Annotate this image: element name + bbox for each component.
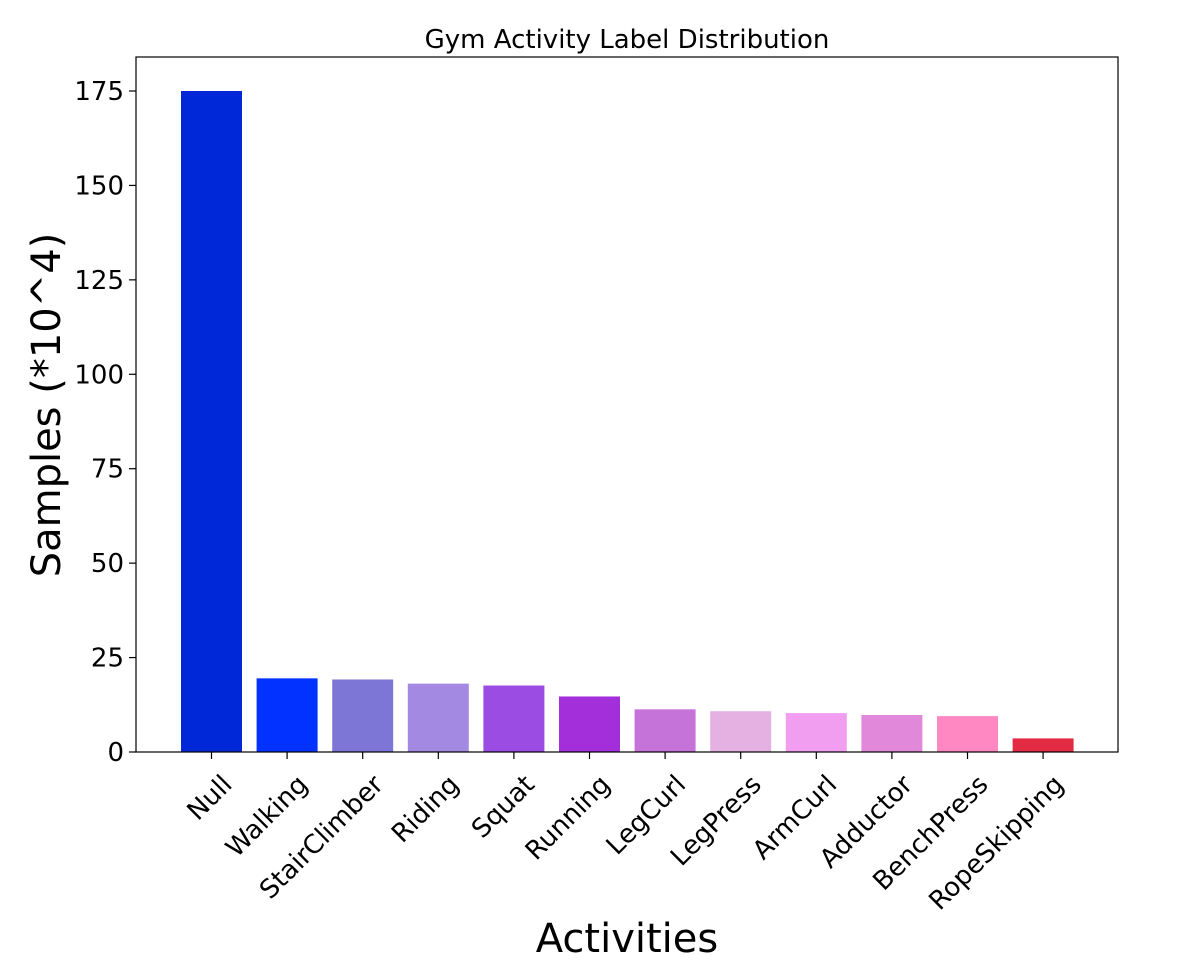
bar-legcurl	[634, 709, 696, 752]
bar-armcurl	[785, 713, 847, 752]
x-tick-label-riding: Riding	[386, 770, 465, 849]
y-tick-label: 175	[74, 77, 124, 107]
plot-frame	[135, 56, 1119, 753]
bar-riding	[407, 683, 469, 752]
y-tick-label: 0	[107, 738, 124, 768]
plot-area: 0255075100125150175NullWalkingStairClimb…	[74, 56, 1119, 917]
y-tick-label: 25	[91, 644, 124, 674]
bar-null	[181, 90, 242, 752]
x-axis-label: Activities	[536, 916, 718, 962]
bar-ropeskipping	[1012, 738, 1074, 752]
y-tick-label: 50	[91, 549, 124, 579]
y-axis-label: Samples (*10^4)	[24, 233, 70, 578]
x-tick-label-null: Null	[182, 770, 239, 827]
chart-title: Gym Activity Label Distribution	[425, 25, 830, 55]
bar-benchpress	[937, 716, 998, 752]
bar-adductor	[861, 714, 923, 752]
bar-walking	[256, 678, 318, 752]
y-tick-label: 150	[74, 171, 124, 201]
y-tick-label: 125	[74, 266, 124, 296]
bar-running	[559, 696, 620, 752]
x-tick-label-squat: Squat	[466, 770, 541, 845]
bar-legpress	[710, 711, 772, 752]
y-tick-label: 75	[91, 455, 124, 485]
x-tick-label-running: Running	[520, 770, 617, 867]
y-tick-label: 100	[74, 360, 124, 390]
x-tick-label-ropeskipping: RopeSkipping	[923, 770, 1070, 917]
bar-stairclimber	[332, 679, 394, 752]
bar-squat	[483, 685, 545, 752]
